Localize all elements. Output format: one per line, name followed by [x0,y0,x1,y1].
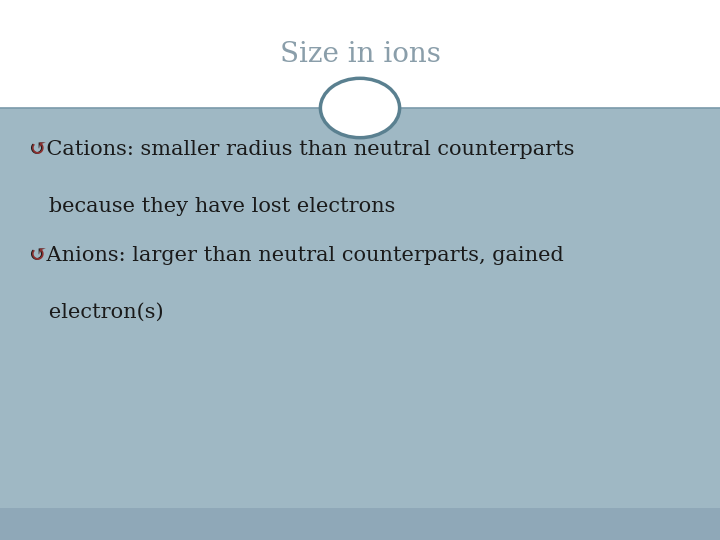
Text: ↺Anions: larger than neutral counterparts, gained: ↺Anions: larger than neutral counterpart… [29,246,564,265]
Text: electron(s): electron(s) [29,302,163,321]
Text: ↺: ↺ [29,246,46,265]
Bar [0,108,720,508]
Circle shape [320,78,400,138]
Text: because they have lost electrons: because they have lost electrons [29,197,395,216]
Bar [0,0,720,108]
Text: ↺: ↺ [29,140,46,159]
Text: ↺Cations: smaller radius than neutral counterparts: ↺Cations: smaller radius than neutral co… [29,140,575,159]
Text: Size in ions: Size in ions [279,40,441,68]
Bar [0,508,720,540]
